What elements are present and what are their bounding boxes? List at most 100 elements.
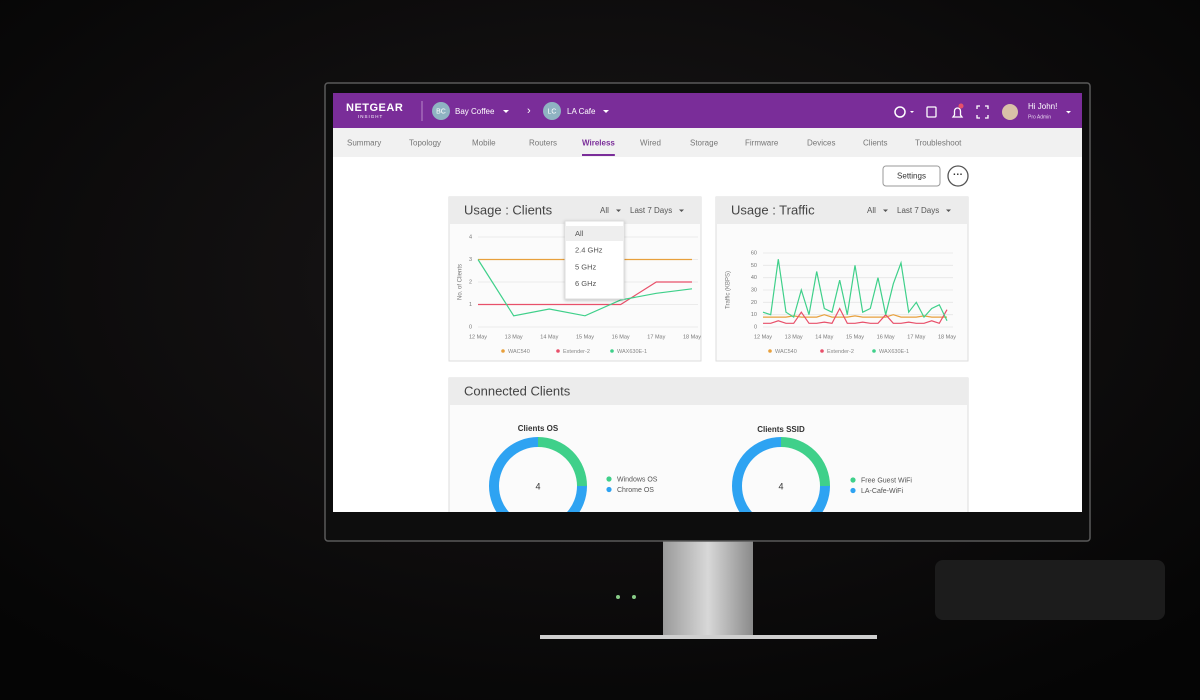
tab[interactable]: Troubleshoot — [915, 139, 962, 148]
caret — [946, 209, 951, 212]
x-tick-label: 16 May — [612, 334, 630, 340]
filter[interactable]: All — [600, 206, 609, 215]
background-object — [935, 560, 1165, 620]
notification-icon[interactable] — [951, 107, 964, 118]
settings-button[interactable] — [882, 165, 941, 187]
filter[interactable]: All — [867, 206, 876, 215]
card-bg — [715, 196, 969, 362]
y-tick-label: 4 — [469, 234, 472, 240]
logo: NETGEAR — [346, 102, 403, 114]
screen: NETGEAR INSIGHT BC Bay Coffee › LC LA Ca… — [333, 93, 1082, 512]
legend-swatch — [610, 349, 614, 353]
led — [616, 595, 620, 599]
x-tick-label: 13 May — [505, 334, 523, 340]
x-tick-label: 16 May — [877, 334, 895, 340]
data-line — [477, 259, 693, 317]
org-initials: BC — [436, 108, 446, 115]
donut-segment — [489, 437, 587, 512]
caret — [616, 209, 621, 212]
tab[interactable]: Storage — [690, 139, 719, 148]
dropdown-item[interactable]: 2.4 GHz — [575, 246, 603, 255]
role: Pro Admin — [1028, 114, 1051, 120]
legend-swatch — [768, 349, 772, 353]
y-tick-label: 60 — [751, 250, 757, 256]
legend-label: WAC540 — [508, 349, 530, 355]
breadcrumb-separator: › — [527, 105, 531, 117]
tab[interactable]: Clients — [863, 139, 887, 148]
caret — [1066, 111, 1071, 114]
legend-label: WAX630E-1 — [879, 349, 909, 355]
y-axis-label: Traffic (KBPS) — [726, 271, 732, 309]
x-tick-label: 15 May — [846, 334, 864, 340]
y-tick-label: 0 — [754, 324, 757, 330]
settings-label: Settings — [897, 172, 926, 181]
card-title: Usage : Traffic — [731, 202, 815, 217]
help-icon[interactable] — [926, 106, 937, 118]
location-initials: LC — [548, 108, 557, 115]
donut-title: Clients OS — [518, 424, 559, 433]
legend-swatch — [606, 486, 612, 493]
dropdown-menu: All 2.4 GHz 5 GHz 6 GHz — [564, 220, 625, 300]
legend-label: Free Guest WiFi — [861, 477, 912, 484]
logo-sub: INSIGHT — [358, 114, 383, 119]
card-header — [449, 378, 968, 405]
donut-segment — [537, 437, 587, 487]
tab-bar — [333, 128, 1082, 157]
caret — [503, 110, 509, 113]
donut-total: 4 — [778, 481, 783, 491]
location-avatar[interactable] — [543, 102, 561, 120]
tab[interactable]: Firmware — [745, 139, 779, 148]
y-tick-label: 50 — [751, 263, 757, 269]
donut-total: 4 — [535, 481, 540, 491]
legend-label: Windows OS — [617, 476, 658, 483]
location-name[interactable]: LA Cafe — [567, 107, 596, 116]
fullscreen-icon[interactable] — [976, 105, 989, 119]
settings-icon[interactable] — [894, 106, 906, 118]
donuts: Clients OS Windows OS Chrome OS 4 Clients SS… — [489, 424, 912, 512]
user-avatar[interactable] — [1002, 104, 1018, 120]
tab[interactable]: Routers — [529, 139, 557, 148]
caret — [883, 209, 888, 212]
dropdown-item[interactable]: 6 GHz — [575, 279, 597, 288]
dropdown-item[interactable]: All — [575, 229, 584, 238]
x-tick-label: 15 May — [576, 334, 594, 340]
tab[interactable]: Devices — [807, 139, 835, 148]
org-avatar[interactable] — [432, 102, 450, 120]
dropdown-highlight — [566, 226, 623, 241]
tab[interactable]: Wired — [640, 139, 661, 148]
dropdown-item[interactable]: 5 GHz — [575, 262, 597, 271]
legend-label: Extender-2 — [827, 349, 854, 355]
y-tick-label: 20 — [751, 300, 757, 306]
tab[interactable]: Topology — [409, 139, 441, 148]
y-tick-label: 0 — [469, 324, 472, 330]
monitor-stand — [663, 540, 753, 637]
range[interactable]: Last 7 Days — [630, 206, 672, 215]
data-line — [762, 259, 948, 322]
notification-badge — [958, 103, 964, 109]
legend-label: Extender-2 — [563, 349, 590, 355]
legend-label: LA-Cafe-WiFi — [861, 488, 903, 495]
tab-underline — [582, 154, 615, 156]
legend-label: WAC540 — [775, 349, 797, 355]
monitor-base — [540, 635, 877, 639]
y-tick-label: 3 — [469, 257, 472, 263]
more-button[interactable] — [947, 165, 969, 187]
y-tick-label: 2 — [469, 279, 472, 285]
tab[interactable]: Wireless — [582, 139, 615, 148]
range[interactable]: Last 7 Days — [897, 206, 939, 215]
donut-segment — [780, 437, 830, 487]
legend-swatch — [606, 476, 612, 482]
donut-segment — [732, 437, 830, 512]
x-tick-label: 14 May — [540, 334, 558, 340]
x-tick-label: 17 May — [647, 334, 665, 340]
tab[interactable]: Summary — [347, 139, 381, 148]
legend-swatch — [872, 349, 876, 353]
org-name[interactable]: Bay Coffee — [455, 107, 495, 116]
legend-swatch — [850, 487, 856, 494]
x-tick-label: 14 May — [815, 334, 833, 340]
tabs: Summary Topology Mobile Routers Wireless Wire… — [347, 139, 962, 156]
legend-label: Chrome OS — [617, 487, 654, 494]
tab[interactable]: Mobile — [472, 139, 496, 148]
x-tick-label: 18 May — [938, 334, 956, 340]
